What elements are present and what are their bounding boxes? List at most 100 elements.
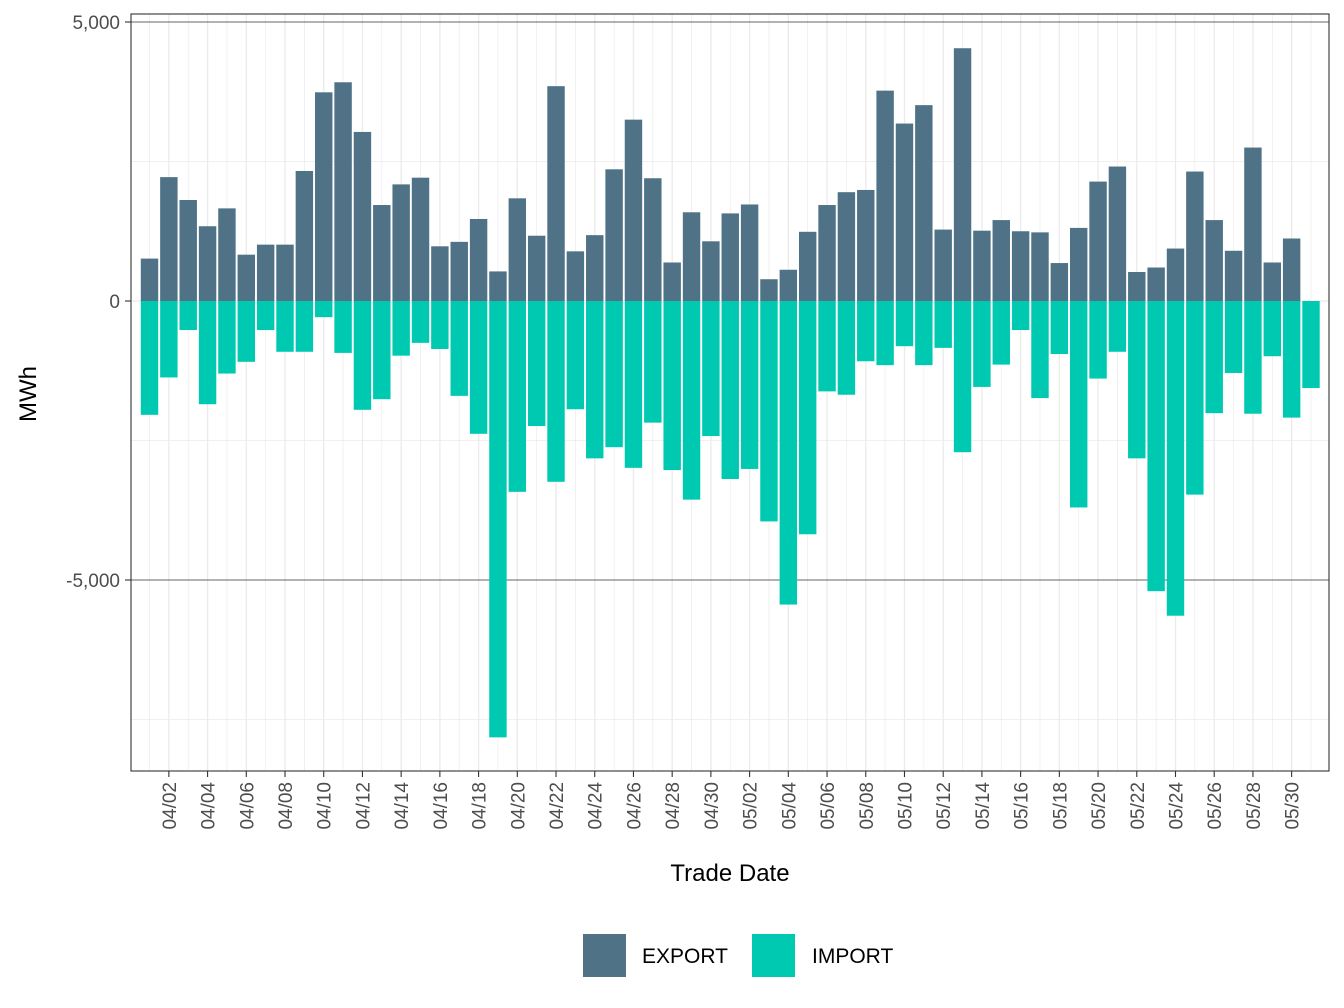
bar-import-05-16 bbox=[1011, 301, 1030, 331]
bar-import-04-21 bbox=[527, 301, 546, 426]
bar-import-05-17 bbox=[1031, 301, 1049, 399]
bar-export-04-11 bbox=[334, 82, 352, 301]
bar-export-04-22 bbox=[547, 86, 565, 301]
bar-import-04-03 bbox=[179, 301, 197, 331]
bar-import-04-17 bbox=[450, 301, 468, 396]
bar-export-04-16 bbox=[431, 246, 449, 301]
bar-export-04-13 bbox=[373, 205, 391, 301]
bar-export-05-22 bbox=[1128, 271, 1146, 301]
x-tick-label: 05/08 bbox=[857, 782, 878, 830]
bar-import-05-12 bbox=[934, 301, 952, 348]
bar-export-05-04 bbox=[779, 269, 798, 301]
bar-export-05-05 bbox=[798, 231, 817, 301]
bar-export-05-24 bbox=[1166, 248, 1185, 301]
bar-import-05-31 bbox=[1302, 301, 1320, 389]
x-tick-label: 04/14 bbox=[392, 782, 413, 830]
bar-import-04-30 bbox=[702, 301, 720, 437]
bar-export-05-03 bbox=[760, 279, 778, 301]
bar-import-05-15 bbox=[992, 301, 1010, 365]
x-tick-label: 04/18 bbox=[470, 782, 491, 830]
bar-export-04-25 bbox=[605, 169, 623, 301]
x-tick-label: 04/10 bbox=[315, 782, 336, 830]
bar-export-04-09 bbox=[295, 170, 314, 301]
x-tick-label: 05/24 bbox=[1166, 782, 1187, 830]
bar-export-04-01 bbox=[140, 258, 159, 301]
x-tick-label: 05/18 bbox=[1050, 782, 1071, 830]
bar-import-05-25 bbox=[1186, 301, 1204, 495]
bar-export-05-08 bbox=[857, 189, 875, 301]
x-tick-label: 05/12 bbox=[934, 782, 955, 830]
bar-import-04-02 bbox=[160, 301, 178, 378]
bar-export-04-06 bbox=[237, 254, 256, 301]
x-tick-label: 05/04 bbox=[779, 782, 800, 830]
bar-export-05-06 bbox=[818, 205, 836, 301]
bar-export-05-15 bbox=[992, 220, 1010, 301]
x-tick-label: 05/20 bbox=[1089, 782, 1110, 830]
x-tick-label: 05/30 bbox=[1283, 782, 1304, 830]
x-tick-label: 04/06 bbox=[237, 782, 258, 830]
bar-export-04-14 bbox=[392, 184, 410, 301]
bar-export-05-23 bbox=[1147, 267, 1165, 301]
bar-import-05-18 bbox=[1050, 301, 1069, 355]
bar-export-04-28 bbox=[663, 262, 681, 301]
bar-import-04-04 bbox=[198, 301, 217, 405]
bar-export-05-09 bbox=[876, 90, 894, 301]
bar-export-05-20 bbox=[1089, 181, 1107, 301]
bar-export-05-14 bbox=[973, 230, 991, 301]
x-tick-label: 04/22 bbox=[547, 782, 568, 830]
bar-export-05-02 bbox=[740, 204, 759, 301]
bar-import-05-24 bbox=[1166, 301, 1185, 616]
bar-export-04-24 bbox=[586, 235, 604, 301]
bar-export-05-19 bbox=[1069, 227, 1088, 301]
x-tick-label: 05/26 bbox=[1205, 782, 1226, 830]
x-tick-label: 05/02 bbox=[741, 782, 762, 830]
bar-import-04-20 bbox=[508, 301, 527, 492]
x-tick-label: 04/16 bbox=[431, 782, 452, 830]
bar-import-05-14 bbox=[973, 301, 991, 387]
bar-import-04-07 bbox=[256, 301, 275, 331]
bar-import-05-07 bbox=[837, 301, 856, 395]
bar-import-05-21 bbox=[1108, 301, 1127, 352]
x-tick-label: 04/20 bbox=[508, 782, 529, 830]
bar-export-05-28 bbox=[1244, 147, 1262, 301]
bar-export-05-21 bbox=[1108, 166, 1127, 301]
bar-export-04-26 bbox=[624, 119, 643, 302]
bar-export-04-05 bbox=[218, 208, 236, 301]
bar-import-04-12 bbox=[353, 301, 372, 410]
bar-export-04-18 bbox=[469, 218, 488, 301]
bar-import-05-09 bbox=[876, 301, 894, 366]
bar-export-04-15 bbox=[411, 177, 430, 301]
bar-export-04-30 bbox=[702, 241, 720, 301]
bar-export-04-10 bbox=[315, 92, 333, 301]
y-tick-label: 5,000 bbox=[72, 13, 120, 34]
bar-import-04-24 bbox=[586, 301, 604, 459]
bar-import-05-03 bbox=[760, 301, 778, 522]
bar-import-04-16 bbox=[431, 301, 449, 349]
bar-import-05-02 bbox=[740, 301, 759, 469]
x-tick-label: 05/28 bbox=[1244, 782, 1265, 830]
bar-import-05-10 bbox=[895, 301, 914, 347]
y-axis: 5,000 0 -5,000 bbox=[66, 13, 131, 592]
bar-export-05-13 bbox=[953, 48, 972, 302]
x-tick-label: 04/28 bbox=[663, 782, 684, 830]
bar-export-04-20 bbox=[508, 198, 527, 301]
bar-import-05-26 bbox=[1205, 301, 1223, 414]
bar-export-04-19 bbox=[489, 271, 507, 301]
bar-import-05-29 bbox=[1263, 301, 1281, 357]
bar-import-04-27 bbox=[644, 301, 662, 423]
plot-panel-border bbox=[130, 13, 1330, 772]
bar-import-04-01 bbox=[140, 301, 159, 415]
bar-import-05-22 bbox=[1128, 301, 1146, 459]
x-tick-label: 04/26 bbox=[624, 782, 645, 830]
bar-import-05-20 bbox=[1089, 301, 1107, 379]
bar-export-04-04 bbox=[198, 226, 217, 301]
bar-export-04-02 bbox=[160, 177, 178, 301]
bar-import-04-19 bbox=[489, 301, 507, 738]
bar-export-04-08 bbox=[276, 244, 294, 301]
bar-export-05-11 bbox=[915, 105, 933, 301]
x-tick-label: 04/24 bbox=[586, 782, 607, 830]
x-tick-label: 04/12 bbox=[353, 782, 374, 830]
bar-export-04-21 bbox=[527, 235, 546, 301]
bars bbox=[140, 48, 1320, 738]
